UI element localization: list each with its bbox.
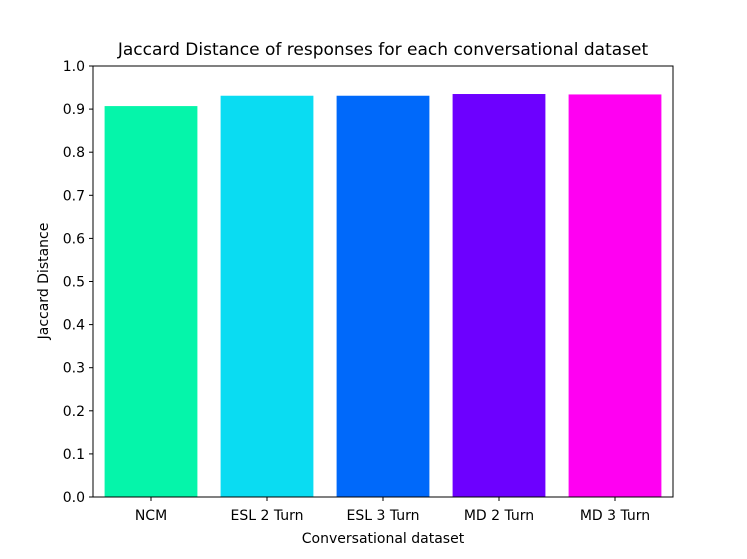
y-tick-label: 0.1	[63, 447, 85, 463]
x-axis-label: Conversational dataset	[302, 531, 465, 547]
y-tick-label: 0.0	[63, 490, 85, 506]
y-axis-label: Jaccard Distance	[36, 223, 52, 341]
x-tick-label: MD 3 Turn	[580, 508, 650, 524]
y-tick-label: 0.8	[63, 145, 85, 161]
x-tick-label: NCM	[135, 508, 167, 524]
y-tick-label: 0.4	[63, 318, 85, 334]
y-tick-label: 0.5	[63, 275, 85, 291]
y-tick-label: 0.9	[63, 102, 85, 118]
y-tick-label: 0.3	[63, 361, 85, 377]
x-axis: NCM ESL 2 Turn ESL 3 Turn MD 2 Turn MD 3 Tur…	[135, 497, 650, 524]
chart-title: Jaccard Distance of responses for each c…	[117, 40, 649, 60]
y-axis: 0.0 0.1 0.2 0.3 0.4 0.5 0.6 0.7 0.8 0.9 1.0	[63, 59, 93, 506]
y-tick-label: 1.0	[63, 59, 85, 75]
bar-ncm	[104, 106, 198, 497]
bar-esl-3-turn	[336, 95, 430, 497]
x-tick-label: ESL 3 Turn	[346, 508, 419, 524]
bar-esl-2-turn	[220, 95, 314, 497]
x-tick-label: MD 2 Turn	[464, 508, 534, 524]
y-tick-label: 0.7	[63, 188, 85, 204]
bars-group	[104, 94, 662, 498]
bar-md-2-turn	[452, 94, 546, 497]
y-tick-label: 0.6	[63, 231, 85, 247]
bar-md-3-turn	[568, 94, 662, 498]
x-tick-label: ESL 2 Turn	[230, 508, 303, 524]
y-tick-label: 0.2	[63, 404, 85, 420]
